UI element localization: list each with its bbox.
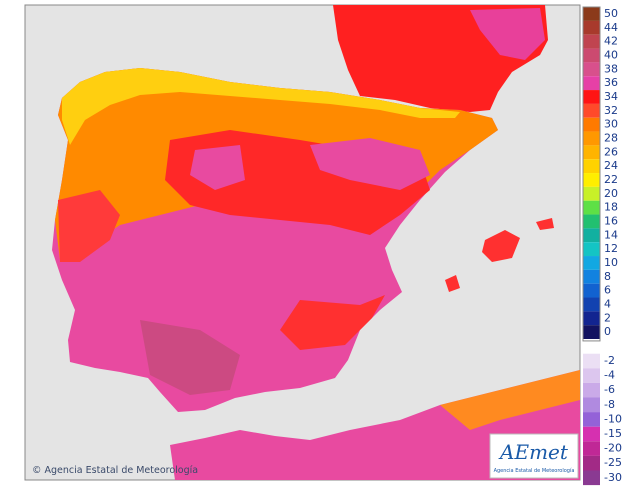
legend-swatch [583, 186, 600, 201]
france-hot [470, 8, 545, 60]
legend-swatch [583, 200, 600, 215]
legend-label: 24 [604, 159, 618, 172]
legend-label: 14 [604, 228, 618, 241]
legend-swatch [583, 353, 600, 369]
logo-subtitle: Agencia Estatal de Meteorología [494, 467, 575, 474]
legend-swatch [583, 117, 600, 132]
legend-swatch [583, 7, 600, 21]
legend-swatch [583, 455, 600, 471]
legend-frame [582, 6, 601, 342]
legend-swatch [583, 103, 600, 118]
legend-label: -10 [604, 412, 622, 425]
legend-label: 26 [604, 145, 618, 158]
africa-orange [440, 370, 580, 430]
central-pink [310, 138, 430, 190]
legend-swatch [583, 470, 600, 486]
legend-label: 18 [604, 201, 618, 214]
legend-label: -4 [604, 369, 615, 382]
credit: © Agencia Estatal de Meteorología [32, 465, 198, 476]
legend-label: 50 [604, 7, 618, 20]
legend-swatch [583, 173, 600, 187]
legend-swatch [583, 242, 600, 257]
north-yellow [62, 68, 460, 145]
legend-swatch [583, 228, 600, 243]
legend-label: -30 [604, 471, 622, 484]
legend-label: 20 [604, 187, 618, 200]
meseta-pink [190, 145, 245, 190]
legend-label: 2 [604, 311, 611, 324]
legend-swatch [583, 297, 600, 312]
legend-label: 12 [604, 242, 618, 255]
legend-label: 10 [604, 256, 618, 269]
legend-label: 0 [604, 325, 611, 338]
legend-swatch [583, 382, 600, 398]
legend-label: 34 [604, 90, 618, 103]
legend-swatch [583, 426, 600, 442]
menorca [536, 218, 554, 230]
south-dark [140, 320, 240, 395]
legend-label: -2 [604, 354, 615, 367]
ibiza [445, 275, 460, 292]
legend-swatch [583, 48, 600, 63]
legend-swatch [583, 441, 600, 456]
legend-swatch [583, 131, 600, 146]
legend-label: -15 [604, 427, 622, 440]
legend-label: 40 [604, 48, 618, 61]
legend-label: -25 [604, 456, 622, 469]
mallorca [482, 230, 520, 262]
legend-label: 6 [604, 284, 611, 297]
legend-label: 32 [604, 104, 618, 117]
legend-swatch [583, 412, 600, 427]
legend-label: 16 [604, 214, 618, 227]
legend-label: 28 [604, 131, 618, 144]
legend: 5044424038363432302826242220181614121086… [582, 6, 622, 486]
legend-swatch [583, 368, 600, 383]
logo-box [489, 433, 579, 479]
legend-swatch [583, 76, 600, 91]
legend-swatch [583, 283, 600, 298]
legend-swatch [583, 62, 600, 77]
legend-swatch [583, 90, 600, 104]
legend-swatch [583, 311, 600, 326]
legend-label: -20 [604, 442, 622, 455]
legend-label: 4 [604, 297, 611, 310]
legend-label: 36 [604, 76, 618, 89]
legend-swatch [583, 20, 600, 35]
west-red [58, 190, 120, 262]
legend-label: 38 [604, 62, 618, 75]
legend-swatch [583, 34, 600, 49]
legend-label: 42 [604, 35, 618, 48]
legend-swatch [583, 269, 600, 284]
legend-swatch [583, 325, 600, 340]
legend-label: 30 [604, 118, 618, 131]
logo-name: AEmet [498, 440, 569, 464]
southeast-red [280, 295, 385, 350]
legend-label: -6 [604, 383, 615, 396]
legend-swatch [583, 256, 600, 270]
legend-label: -8 [604, 398, 615, 411]
legend-swatch [583, 397, 600, 413]
legend-swatch [583, 214, 600, 229]
legend-label: 8 [604, 270, 611, 283]
legend-label: 22 [604, 173, 618, 186]
legend-swatch [583, 159, 600, 174]
map: AEmet Agencia Estatal de Meteorología © … [24, 4, 581, 481]
legend-label: 44 [604, 21, 618, 34]
legend-swatch [583, 145, 600, 160]
